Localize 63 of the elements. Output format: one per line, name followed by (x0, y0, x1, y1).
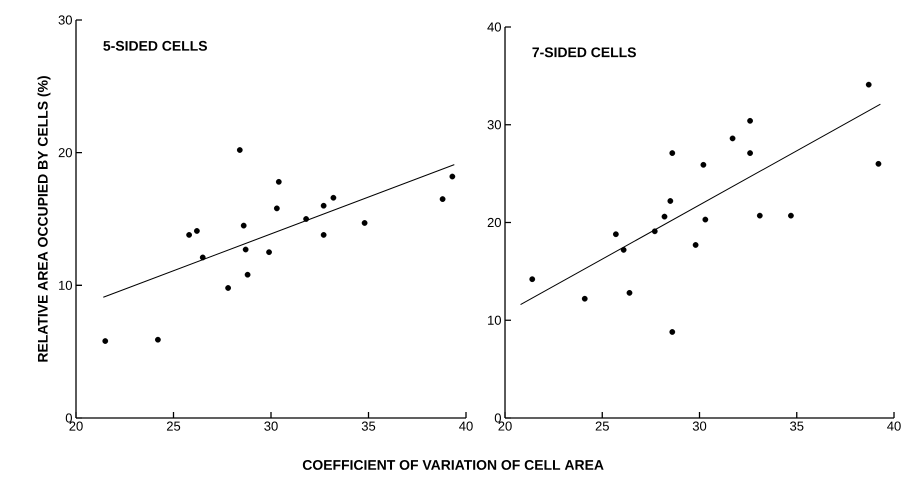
y-tick-label: 40 (487, 22, 501, 32)
point (692, 242, 699, 248)
point (876, 160, 882, 167)
x-axis-title: COEFFICIENT OF VARIATION OF CELL AREA (302, 460, 604, 470)
point (194, 228, 200, 234)
y-tick-label: 0 (494, 413, 501, 423)
y-tick-label: 30 (488, 120, 501, 130)
y-tick-label: 20 (488, 218, 501, 228)
point (652, 228, 658, 234)
point (330, 194, 336, 201)
point (225, 285, 231, 291)
point (669, 150, 676, 156)
text: 5-SIDED CELLS (103, 40, 207, 51)
x-tick-label: 30 (264, 422, 278, 431)
point (276, 178, 282, 185)
point (449, 174, 456, 180)
point (669, 329, 676, 335)
point (529, 276, 536, 282)
x-tick-label: 20 (69, 422, 83, 431)
point (266, 249, 272, 256)
point (155, 336, 161, 343)
point (102, 338, 108, 344)
point (667, 198, 674, 204)
point (747, 118, 753, 124)
x-tick-label: 30 (692, 422, 706, 431)
point (747, 150, 753, 156)
point (620, 246, 627, 253)
point (788, 212, 794, 219)
point (756, 212, 763, 219)
x-tick-label: 40 (459, 422, 473, 431)
y-axis-title: RELATIVE AREA OCCUPIED BY CELLS (%) (37, 76, 50, 362)
y-tick-label: 30 (58, 15, 72, 25)
x-tick-label: 35 (362, 422, 376, 431)
point (700, 162, 706, 168)
point (440, 196, 446, 202)
point (612, 231, 619, 238)
point (582, 296, 588, 302)
x-tick-label: 20 (498, 422, 512, 431)
point (662, 214, 668, 220)
x-tick-label: 35 (790, 422, 804, 431)
point (866, 82, 872, 88)
point (730, 136, 736, 142)
point (274, 205, 280, 212)
point (242, 246, 249, 252)
point (303, 216, 309, 222)
point (320, 202, 327, 209)
point (240, 222, 247, 229)
x-tick-label: 40 (887, 422, 901, 431)
y-tick-label: 0 (66, 413, 72, 423)
point (362, 220, 368, 226)
point (244, 272, 250, 278)
point (236, 147, 243, 153)
y-tick-label: 10 (488, 316, 501, 325)
point (702, 216, 708, 222)
y-tick-label: 10 (59, 280, 72, 290)
point (320, 232, 327, 238)
y-tick-label: 20 (58, 148, 72, 158)
point (626, 290, 632, 296)
text: 7-SIDED CELLS (532, 47, 636, 58)
x-tick-label: 25 (166, 422, 180, 431)
x-tick-label: 25 (596, 422, 609, 431)
point (200, 254, 206, 260)
point (186, 232, 192, 238)
